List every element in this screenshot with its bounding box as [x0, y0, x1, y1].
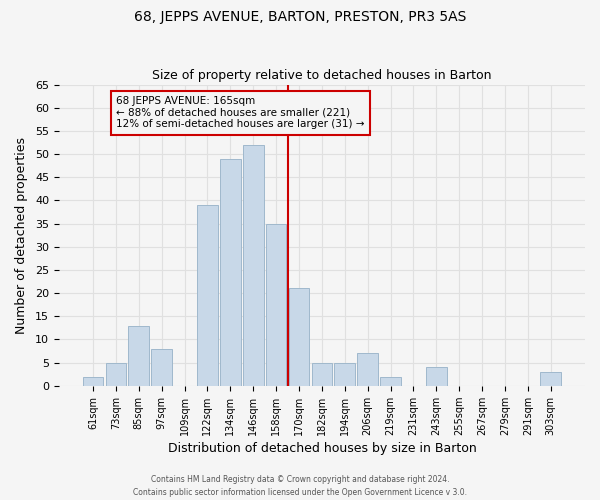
Bar	[266, 224, 286, 386]
X-axis label: Distribution of detached houses by size in Barton: Distribution of detached houses by size …	[167, 442, 476, 455]
Bar	[311, 362, 332, 386]
Text: 68 JEPPS AVENUE: 165sqm
← 88% of detached houses are smaller (221)
12% of semi-d: 68 JEPPS AVENUE: 165sqm ← 88% of detache…	[116, 96, 364, 130]
Bar	[106, 362, 126, 386]
Text: 68, JEPPS AVENUE, BARTON, PRESTON, PR3 5AS: 68, JEPPS AVENUE, BARTON, PRESTON, PR3 5…	[134, 10, 466, 24]
Y-axis label: Number of detached properties: Number of detached properties	[15, 136, 28, 334]
Bar	[83, 376, 103, 386]
Bar	[541, 372, 561, 386]
Bar	[128, 326, 149, 386]
Bar	[151, 349, 172, 386]
Bar	[380, 376, 401, 386]
Title: Size of property relative to detached houses in Barton: Size of property relative to detached ho…	[152, 69, 491, 82]
Text: Contains HM Land Registry data © Crown copyright and database right 2024.
Contai: Contains HM Land Registry data © Crown c…	[133, 476, 467, 497]
Bar	[358, 354, 378, 386]
Bar	[197, 205, 218, 386]
Bar	[426, 368, 446, 386]
Bar	[289, 288, 310, 386]
Bar	[220, 158, 241, 386]
Bar	[334, 362, 355, 386]
Bar	[243, 145, 263, 386]
